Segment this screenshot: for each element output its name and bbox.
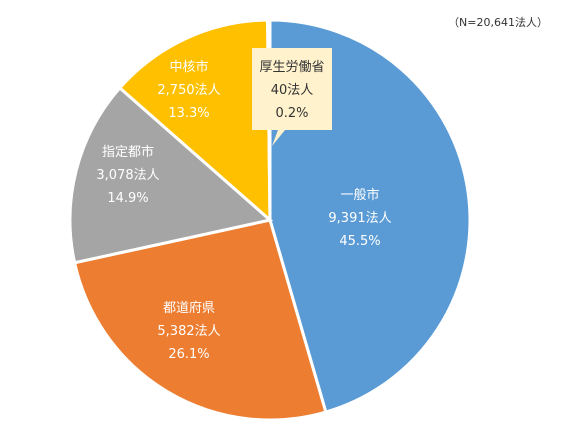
- sample-size-note: （N=20,641法人）: [448, 15, 548, 29]
- slice-chukakushi: [117, 18, 272, 224]
- label-chukakushi-name: 中核市: [169, 59, 208, 75]
- slice-shiteitoshi: [68, 85, 274, 265]
- slice-todofuken: [72, 218, 328, 422]
- label-todofuken-name: 都道府県: [163, 301, 215, 316]
- label-shiteitoshi-name: 指定都市: [102, 144, 154, 160]
- label-shiteitoshi-count: 3,078法人: [96, 168, 159, 183]
- callout-percent: 0.2%: [275, 106, 308, 121]
- callout-group: 厚生労働省 40法人 0.2%: [252, 48, 332, 146]
- callout-count: 40法人: [271, 83, 314, 98]
- slice-labels: 一般市 9,391法人 45.5% 都道府県 5,382法人 26.1% 指定都…: [96, 59, 391, 362]
- label-ippanshi-name: 一般市: [340, 187, 379, 203]
- label-chukakushi-percent: 13.3%: [168, 106, 209, 121]
- label-ippanshi-percent: 45.5%: [339, 234, 380, 249]
- label-ippanshi-count: 9,391法人: [328, 211, 391, 226]
- label-chukakushi-count: 2,750法人: [157, 83, 220, 98]
- label-shiteitoshi-percent: 14.9%: [107, 191, 148, 206]
- callout-box: [252, 48, 332, 146]
- label-todofuken-percent: 26.1%: [168, 347, 209, 362]
- label-todofuken-count: 5,382法人: [157, 324, 220, 339]
- callout-name: 厚生労働省: [259, 60, 324, 75]
